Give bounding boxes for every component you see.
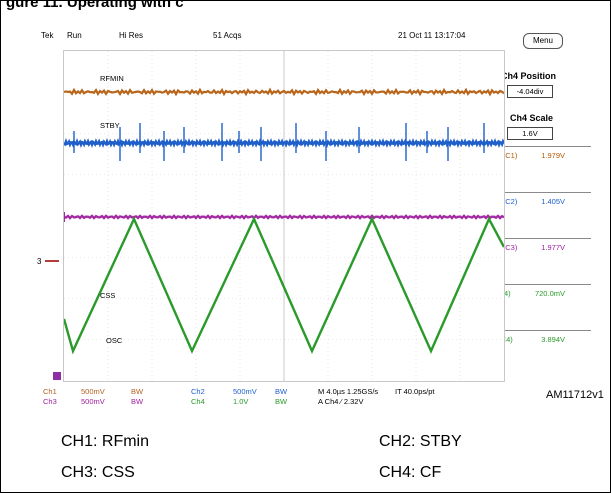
trace-label-rfmin: RFMIN xyxy=(100,74,124,83)
stby-trace xyxy=(63,137,506,149)
ch4-position-value[interactable]: -4.04div xyxy=(507,85,553,98)
waveform-plot: RFMIN STBY CSS OSC xyxy=(62,50,506,382)
measurement-value: 720.0mV xyxy=(534,289,565,298)
ch2-label: Ch2 xyxy=(191,387,205,396)
measurement-value: 1.979V xyxy=(541,151,565,160)
ch3-scale: 500mV xyxy=(81,397,105,406)
channel-marker-icon xyxy=(53,372,61,380)
osc-trace xyxy=(62,216,506,355)
figure-header: gure 11. Uperating with c xyxy=(2,1,609,14)
waveform-traces xyxy=(62,87,506,355)
acquisition-mode: Hi Res xyxy=(119,31,144,40)
legend-ch1: CH1: RFmin xyxy=(61,433,150,450)
ch4-scale-title: Ch4 Scale xyxy=(510,113,554,123)
scope-brand: Tek xyxy=(41,31,54,40)
ch4-bw: BW xyxy=(275,397,288,406)
measurement-value: 3.894V xyxy=(541,335,565,344)
trace-label-css: CSS xyxy=(100,291,116,300)
run-state: Run xyxy=(67,31,82,40)
legend-ch3: CH3: CSS xyxy=(61,464,135,481)
legend-ch4: CH4: CF xyxy=(379,464,442,481)
ch2-scale: 500mV xyxy=(233,387,257,396)
ch4-position-title: Ch4 Position xyxy=(501,71,557,81)
trace-label-stby: STBY xyxy=(100,121,120,130)
acquisition-count: 51 Acqs xyxy=(213,31,242,40)
ground-marker-line xyxy=(45,260,59,262)
figure-title: gure 11. Uperating with c xyxy=(6,1,184,11)
menu-button[interactable]: Menu xyxy=(523,33,563,49)
ch4-label: Ch4 xyxy=(191,397,205,406)
ch4-scale: 1.0V xyxy=(233,397,249,406)
waveform-graph xyxy=(62,51,506,381)
record-readout: IT 40.0ps/pt xyxy=(395,387,435,396)
measurement-value: 1.405V xyxy=(541,197,565,206)
ground-marker-label: 3 xyxy=(37,257,42,266)
timebase-readout: M 4.0µs 1.25GS/s xyxy=(318,387,379,396)
figure-reference: AM11712v1 xyxy=(546,389,604,401)
trigger-readout: A Ch4 ∕ 2.32V xyxy=(318,397,364,406)
oscilloscope-screen: Tek Run Hi Res 51 Acqs 21 Oct 11 13:17:0… xyxy=(23,23,591,406)
ch1-scale: 500mV xyxy=(81,387,105,396)
ch3-label: Ch3 xyxy=(43,397,57,406)
trace-label-osc: OSC xyxy=(106,336,123,345)
ch2-bw: BW xyxy=(275,387,288,396)
ch1-bw: BW xyxy=(131,387,144,396)
css-trace xyxy=(63,214,505,220)
ch3-bw: BW xyxy=(131,397,144,406)
legend-ch2: CH2: STBY xyxy=(379,433,462,450)
ch1-label: Ch1 xyxy=(43,387,57,396)
ch4-scale-value[interactable]: 1.6V xyxy=(507,127,553,140)
scope-datetime: 21 Oct 11 13:17:04 xyxy=(398,31,466,40)
measurement-value: 1.977V xyxy=(541,243,565,252)
rfmin-trace xyxy=(63,87,505,97)
